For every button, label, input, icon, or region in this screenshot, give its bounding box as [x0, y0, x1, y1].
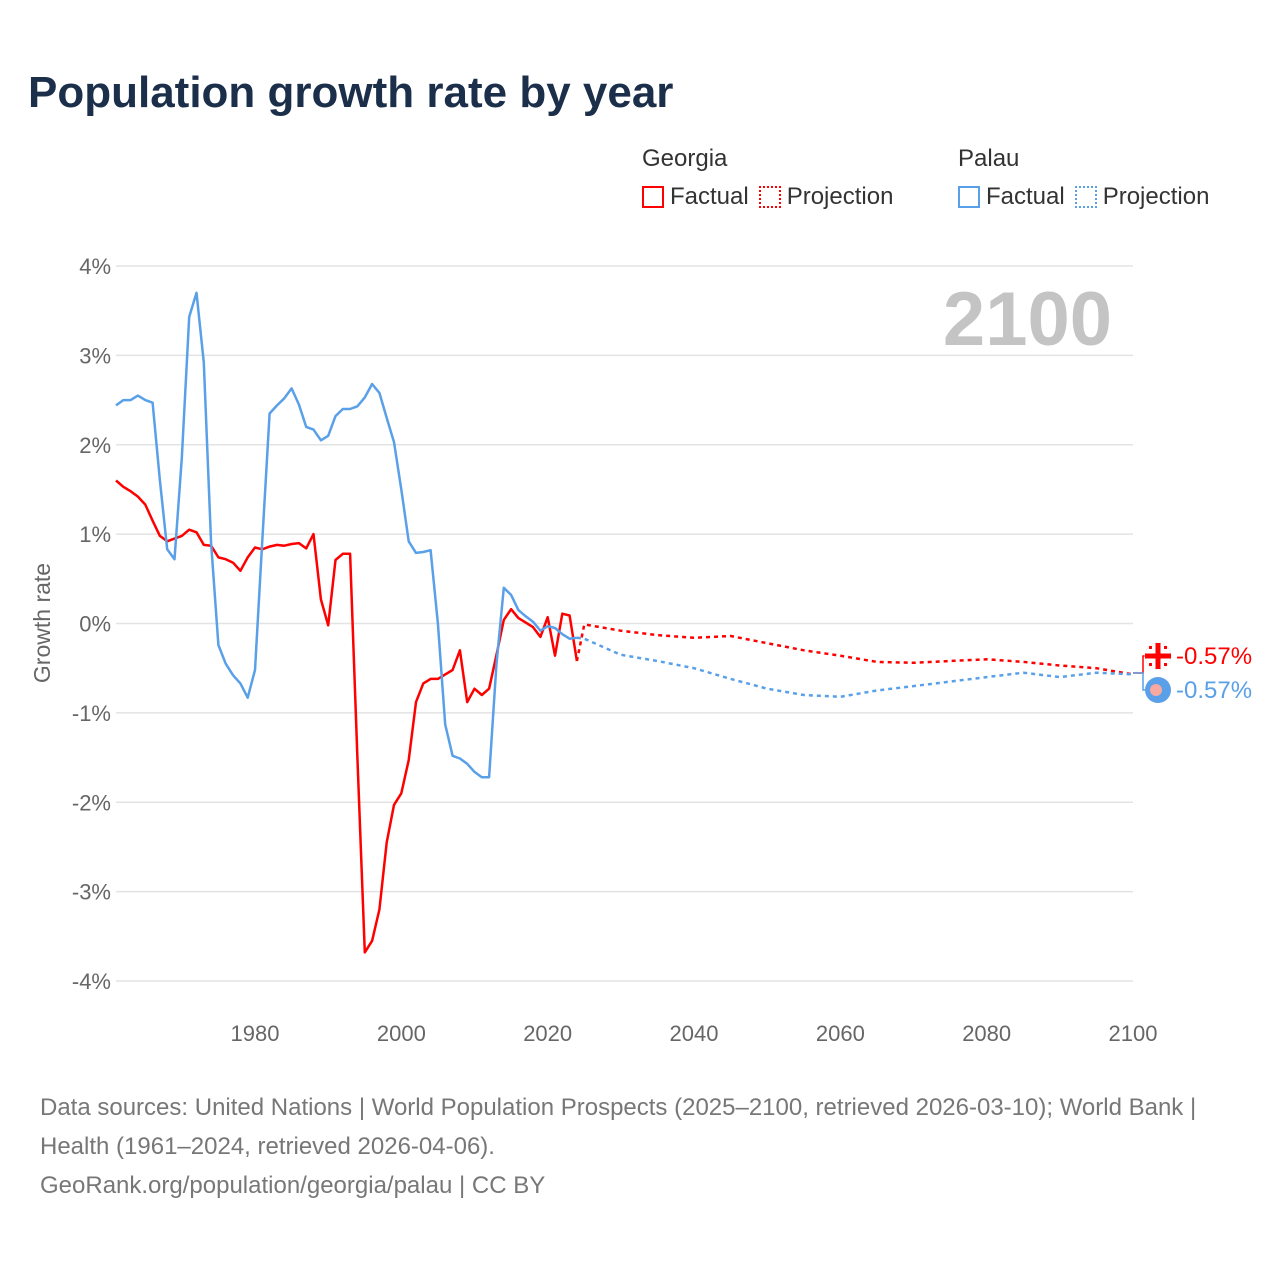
- palau-projection-line: [576, 636, 1134, 699]
- palau-end-value: -0.57%: [1176, 677, 1252, 704]
- legend-palau-factual[interactable]: Factual: [958, 183, 1065, 211]
- georgia-flag-icon: [1144, 642, 1172, 670]
- attribution-link[interactable]: GeoRank.org/population/georgia/palau | C…: [40, 1172, 546, 1199]
- x-tick-label: 2040: [670, 1021, 719, 1046]
- legend-swatch-dotted: [1074, 186, 1097, 208]
- x-tick-label: 2020: [523, 1021, 572, 1046]
- x-tick-label: 2060: [816, 1021, 865, 1046]
- georgia-end-value: -0.57%: [1176, 643, 1252, 670]
- y-tick-label: 4%: [79, 254, 111, 279]
- palau-factual-line: [115, 291, 578, 779]
- legend-label: Factual: [986, 183, 1065, 210]
- x-tick-label: 2100: [1109, 1021, 1158, 1046]
- georgia-projection-line: [575, 623, 1134, 676]
- footer: Data sources: United Nations | World Pop…: [40, 1088, 1230, 1205]
- legend-georgia-title: Georgia: [642, 145, 728, 172]
- x-tick-label: 2080: [962, 1021, 1011, 1046]
- end-labels: -0.57% -0.57%: [1133, 642, 1252, 704]
- y-tick-label: 0%: [79, 612, 111, 637]
- legend-label: Projection: [1102, 183, 1210, 210]
- x-tick-label: 2000: [377, 1021, 426, 1046]
- y-tick-label: 2%: [79, 433, 111, 458]
- y-tick-label: 1%: [79, 522, 111, 547]
- legend-palau-title: Palau: [958, 145, 1020, 172]
- legend-label: Factual: [670, 183, 749, 210]
- georgia-factual-line: [115, 479, 579, 954]
- y-tick-label: -2%: [72, 790, 111, 815]
- legend-palau: Palau Factual Projection: [958, 145, 1209, 211]
- legend-swatch-solid: [958, 186, 980, 208]
- legend-georgia-factual[interactable]: Factual: [642, 183, 749, 211]
- legend-label: Projection: [786, 183, 894, 210]
- x-tick-label: 1980: [231, 1021, 280, 1046]
- chart-title: Population growth rate by year: [28, 68, 674, 117]
- legend-georgia: Georgia Factual Projection: [642, 145, 893, 211]
- y-axis-label: Growth rate: [29, 563, 55, 683]
- legend-swatch-solid: [642, 186, 664, 208]
- legend-swatch-dotted: [758, 186, 781, 208]
- current-year-label: 2100: [942, 277, 1112, 362]
- y-tick-label: -1%: [72, 701, 111, 726]
- y-tick-label: -3%: [72, 880, 111, 905]
- legend-georgia-projection[interactable]: Projection: [758, 183, 894, 211]
- legend-palau-projection[interactable]: Projection: [1074, 183, 1210, 211]
- data-sources: Data sources: United Nations | World Pop…: [40, 1094, 1197, 1160]
- y-tick-label: -4%: [72, 969, 111, 994]
- y-tick-label: 3%: [79, 343, 111, 368]
- palau-flag-icon: [1145, 677, 1171, 703]
